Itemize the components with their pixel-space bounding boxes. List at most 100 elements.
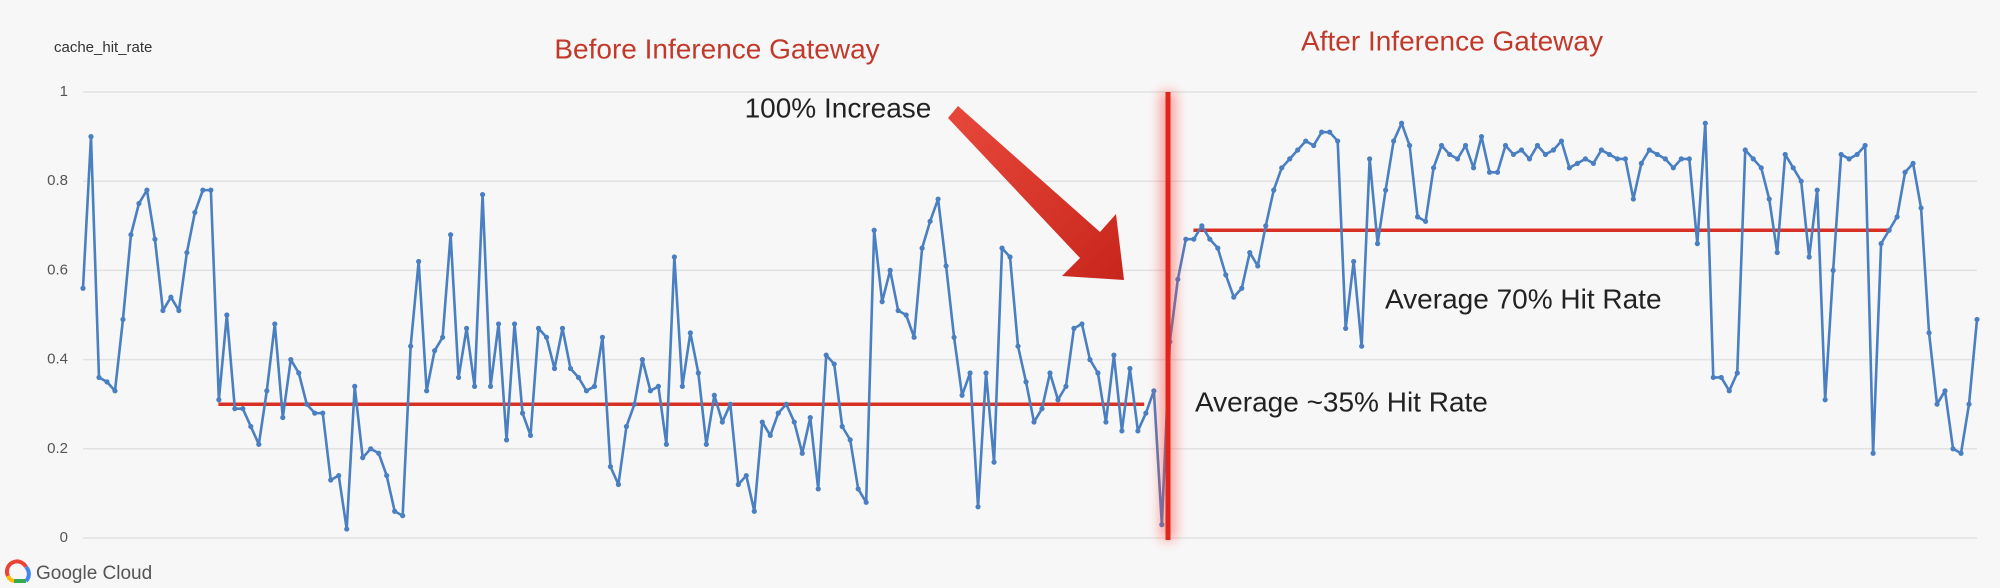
data-point	[424, 388, 430, 394]
data-point	[1742, 147, 1748, 153]
y-tick-label: 0.4	[47, 351, 68, 368]
data-point	[152, 236, 158, 242]
data-point	[112, 388, 118, 394]
data-point	[679, 383, 685, 389]
data-point	[871, 227, 877, 233]
data-point	[919, 245, 925, 251]
data-point	[719, 419, 725, 425]
data-point	[543, 334, 550, 340]
annotation: Average 70% Hit Rate	[1385, 283, 1662, 314]
data-point	[607, 464, 614, 470]
data-point	[951, 334, 957, 340]
data-point	[1438, 142, 1445, 149]
data-point	[535, 325, 542, 331]
data-point	[815, 486, 821, 492]
data-point	[1782, 151, 1788, 158]
data-point	[1406, 142, 1413, 149]
y-tick-label: 0.6	[47, 261, 68, 278]
data-point	[583, 388, 590, 394]
data-point	[96, 374, 102, 381]
data-point	[807, 414, 813, 421]
data-point	[1111, 352, 1117, 358]
data-point	[695, 370, 701, 376]
data-point	[1239, 285, 1245, 291]
data-point	[1430, 165, 1437, 171]
data-point	[927, 218, 933, 224]
data-point	[128, 232, 134, 238]
data-point	[1894, 214, 1900, 220]
data-point	[1351, 258, 1357, 265]
data-point	[559, 325, 566, 331]
data-point	[1223, 272, 1229, 278]
data-point	[1942, 388, 1948, 394]
data-point	[847, 437, 853, 443]
data-point	[1191, 236, 1197, 242]
y-tick-label: 1	[60, 83, 68, 100]
data-point	[1606, 151, 1612, 158]
data-point	[975, 504, 981, 510]
data-point	[991, 459, 997, 465]
data-point	[1422, 218, 1429, 224]
data-point	[432, 348, 438, 354]
data-point	[1486, 169, 1493, 175]
data-point	[440, 334, 446, 340]
data-point	[1838, 151, 1844, 158]
data-point	[1902, 169, 1908, 175]
data-point	[224, 312, 230, 318]
data-point	[855, 486, 861, 492]
data-point	[1870, 450, 1876, 456]
data-point	[1478, 134, 1485, 140]
data-point	[136, 200, 142, 207]
data-point	[80, 285, 86, 291]
logo-mark	[4, 559, 28, 577]
data-point	[1926, 330, 1932, 336]
data-point	[192, 209, 198, 216]
data-point	[1383, 187, 1389, 193]
data-point	[831, 361, 837, 367]
data-point	[767, 432, 773, 439]
data-point	[1702, 120, 1708, 126]
data-point	[1574, 160, 1581, 166]
data-point	[759, 419, 765, 425]
data-point	[479, 191, 486, 198]
data-point	[120, 316, 126, 323]
data-point	[1974, 316, 1980, 323]
data-point	[144, 187, 150, 193]
data-point	[1359, 343, 1365, 349]
data-point	[1566, 165, 1573, 171]
data-point	[1039, 406, 1045, 412]
data-point	[519, 410, 526, 416]
data-point	[839, 423, 845, 430]
data-point	[1151, 388, 1157, 394]
data-point	[1414, 214, 1421, 220]
data-point	[184, 249, 190, 256]
data-point	[1470, 165, 1477, 171]
y-tick-label: 0.8	[47, 172, 68, 189]
data-point	[1790, 165, 1796, 171]
data-point	[1454, 156, 1461, 162]
data-point	[1375, 241, 1381, 247]
arrow	[948, 106, 1124, 280]
data-point	[743, 472, 749, 479]
data-point	[1311, 142, 1317, 149]
data-point	[1822, 397, 1828, 403]
data-point	[1335, 138, 1341, 144]
logo: Google Cloud	[4, 559, 152, 584]
data-point	[1087, 357, 1093, 363]
data-point	[456, 374, 462, 381]
data-point	[1462, 142, 1469, 149]
data-point	[1494, 169, 1501, 175]
data-point	[1287, 156, 1293, 162]
data-point	[1255, 263, 1261, 269]
data-point	[887, 267, 893, 273]
data-point	[1534, 142, 1541, 149]
data-point	[1031, 419, 1037, 425]
data-point	[1215, 245, 1221, 251]
data-point	[983, 370, 989, 376]
data-point	[799, 450, 805, 456]
data-point	[599, 334, 606, 340]
data-point	[1774, 249, 1780, 256]
data-point	[1678, 156, 1684, 162]
data-point	[1199, 223, 1205, 229]
data-point	[1550, 147, 1557, 153]
